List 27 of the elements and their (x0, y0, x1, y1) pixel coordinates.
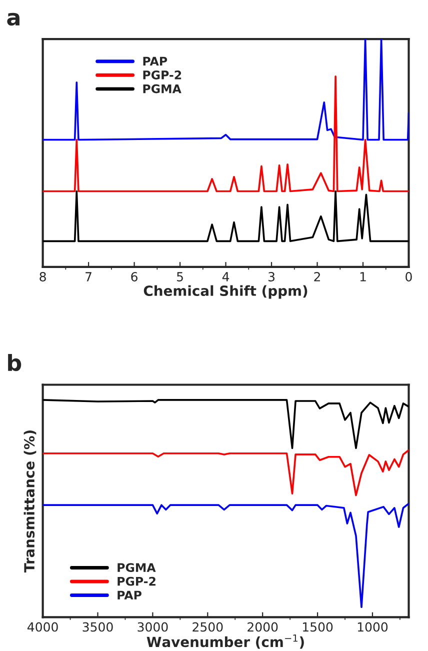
legend-label: PAP (143, 56, 168, 66)
x-tick-label: 5 (177, 272, 183, 282)
x-axis-title: Wavenumber (cm$^{−1}$) (146, 634, 304, 649)
legend-label: PGP-2 (118, 576, 156, 586)
x-tick-label: 1500 (302, 622, 333, 632)
x-tick-label: 1000 (358, 622, 388, 632)
legend-label: PAP (118, 590, 142, 600)
x-tick-label: 6 (131, 272, 138, 282)
x-axis-title: Chemical Shift (ppm) (144, 285, 308, 299)
x-tick-label: 2 (314, 272, 320, 282)
legend-label: PGMA (118, 563, 156, 572)
x-tick-label: 2000 (248, 622, 278, 632)
x-tick-label: 0 (406, 272, 412, 282)
x-tick-label: 2500 (192, 622, 223, 632)
x-tick-label: 7 (86, 272, 92, 282)
x-tick-label: 3500 (82, 622, 113, 632)
x-tick-label: 4 (222, 272, 230, 282)
legend-label: PGMA (143, 84, 182, 94)
chart-title: a (7, 12, 20, 26)
x-tick-label: 8 (40, 272, 46, 282)
legend-label: PGP-2 (143, 70, 182, 80)
x-tick-label: 3 (268, 272, 274, 282)
x-tick-label: 3000 (138, 622, 168, 632)
chart-title: b (8, 354, 22, 372)
y-axis-title: Transmittance (%) (24, 430, 36, 572)
x-tick-label: 4000 (28, 622, 58, 632)
x-tick-label: 1 (360, 272, 366, 282)
